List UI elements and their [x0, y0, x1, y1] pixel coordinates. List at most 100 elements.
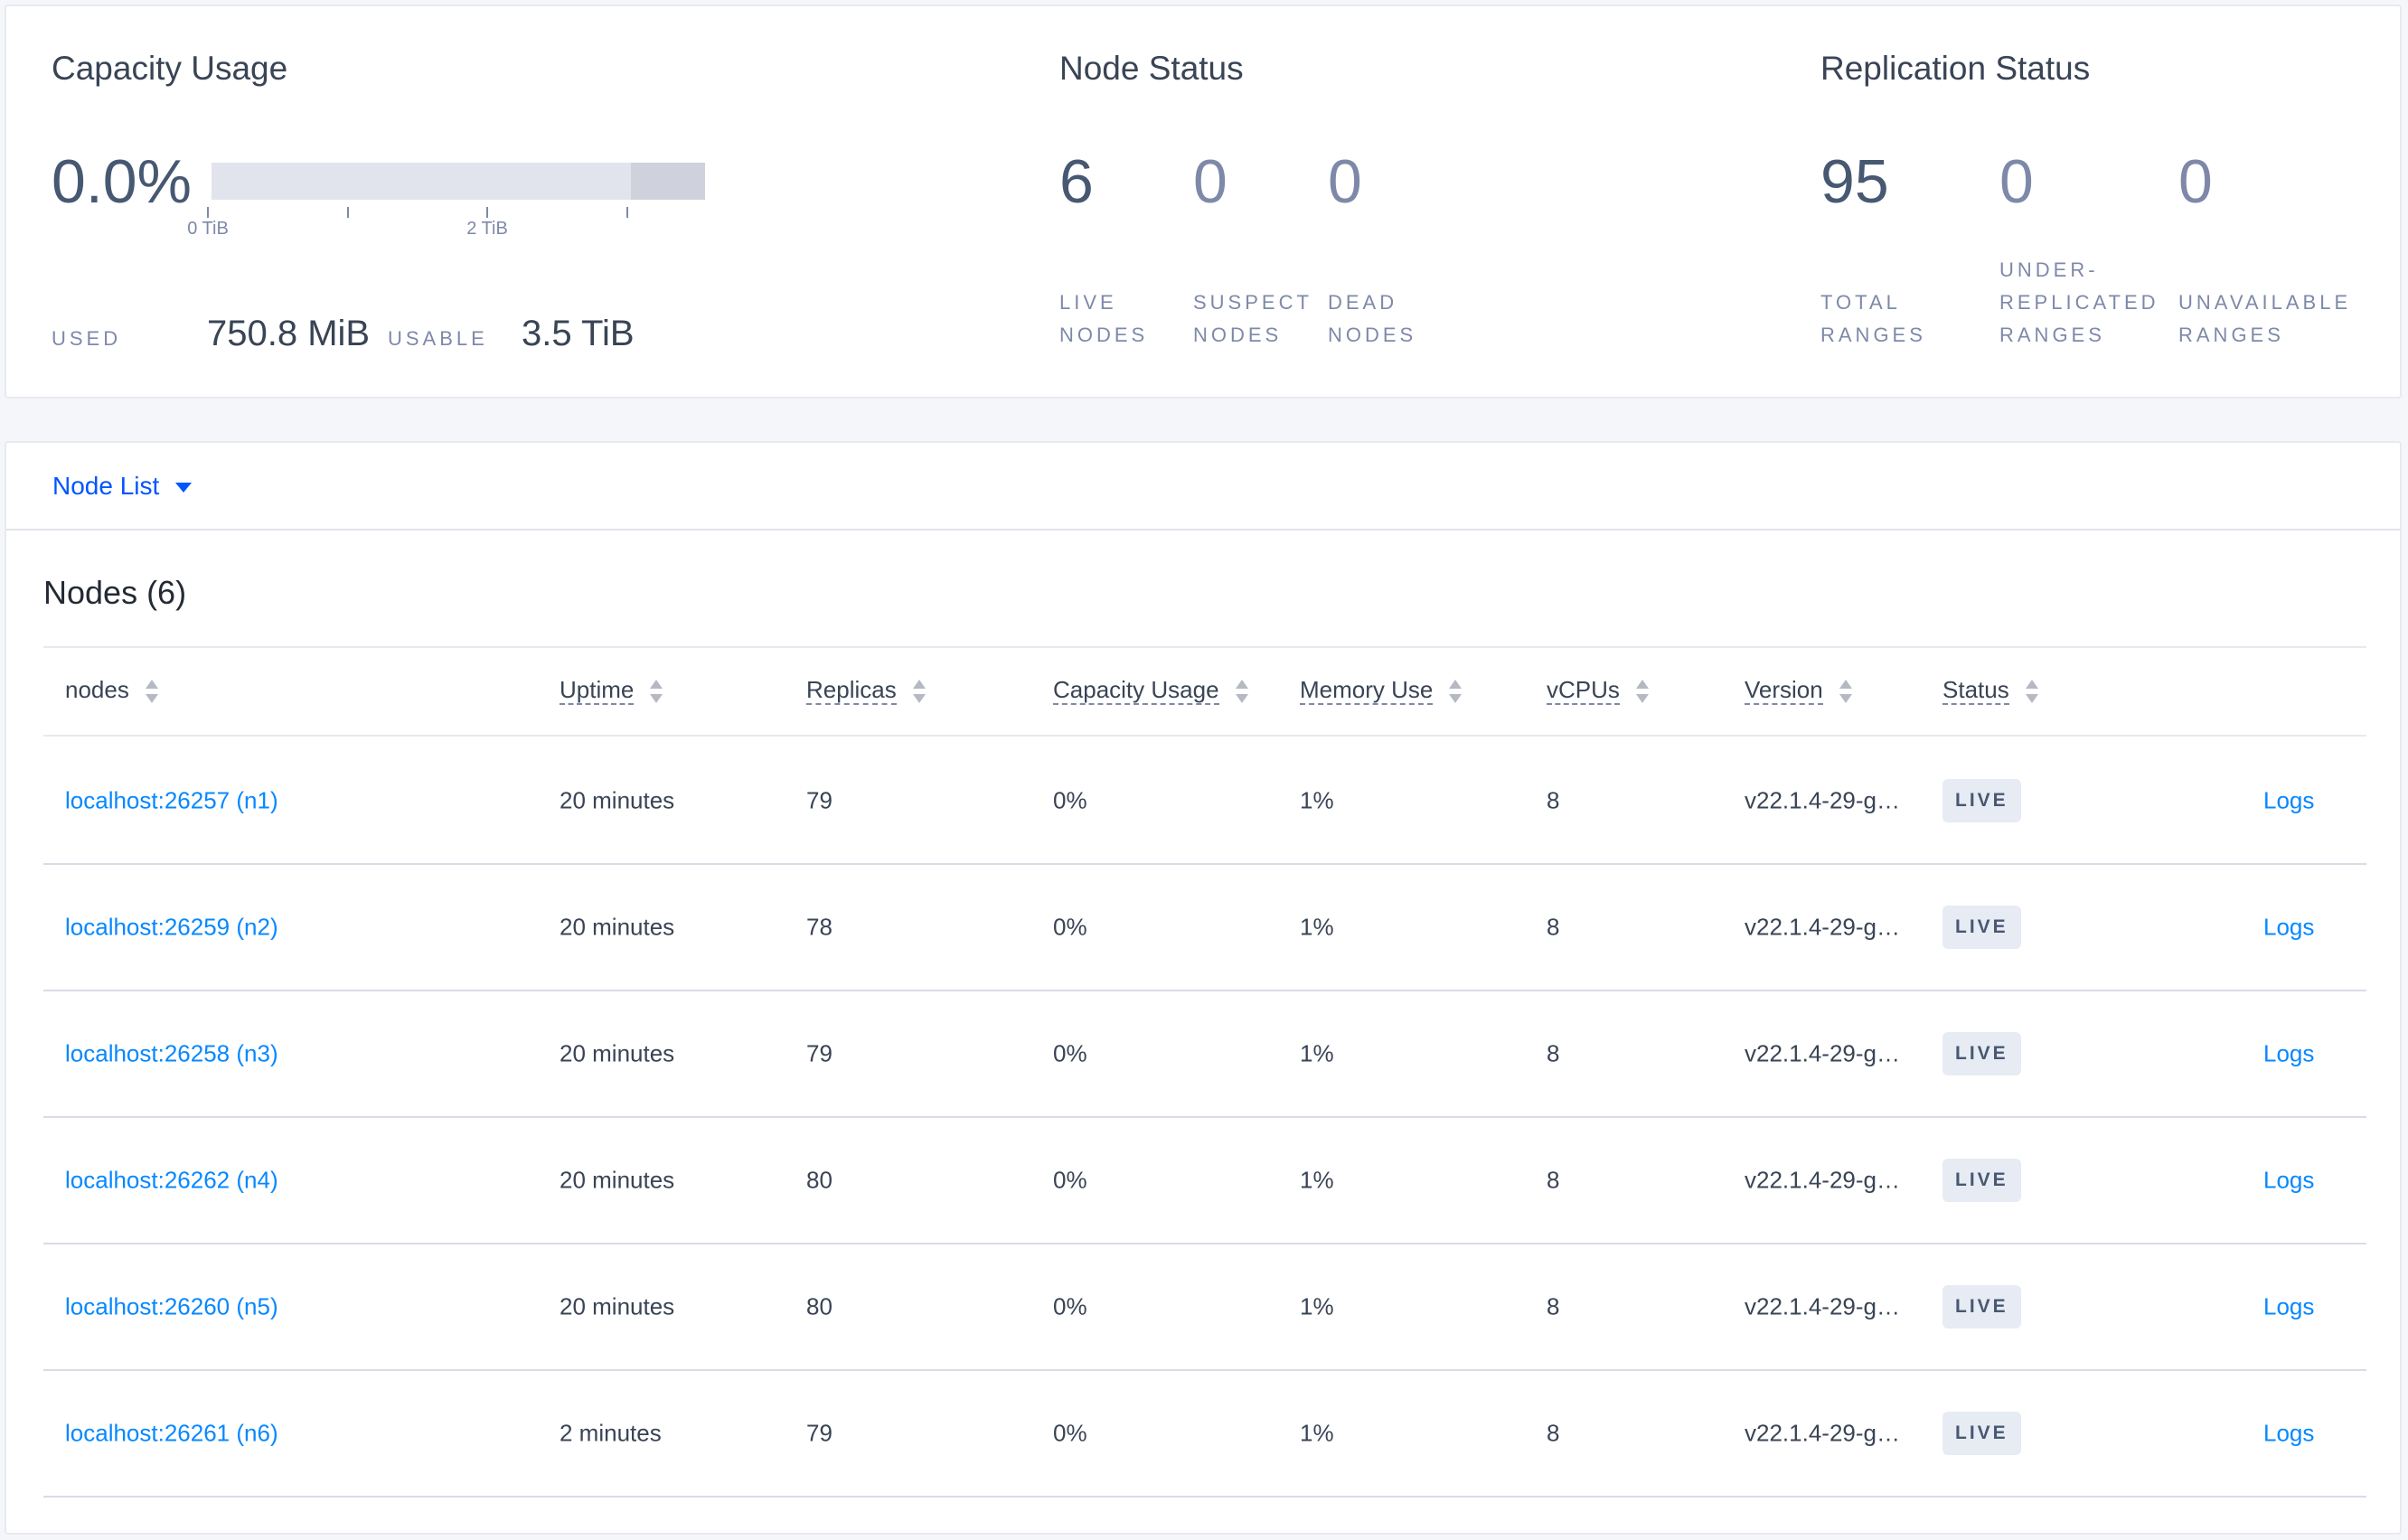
suspect-nodes-count: 0 [1193, 147, 1228, 216]
node-list-card: Node List Nodes (6) nodes Uptime Replicas C… [5, 441, 2402, 1535]
column-header-vcpus[interactable]: vCPUs [1547, 676, 1649, 705]
cell-capacity: 0% [1053, 913, 1087, 941]
logs-link[interactable]: Logs [2263, 786, 2315, 814]
row-divider [43, 863, 2366, 865]
cell-uptime: 20 minutes [560, 1292, 675, 1320]
capacity-bar-unavailable [631, 163, 705, 200]
column-header-label: Uptime [560, 676, 635, 705]
cell-memory: 1% [1300, 1039, 1334, 1067]
live-nodes-count: 6 [1059, 147, 1094, 216]
sort-icon[interactable] [1449, 680, 1463, 704]
cell-uptime: 2 minutes [560, 1419, 662, 1447]
node-link[interactable]: localhost:26259 (n2) [65, 913, 278, 941]
used-value: 750.8 MiB [207, 314, 371, 353]
status-badge: LIVE [1942, 906, 2021, 949]
status-badge: LIVE [1942, 779, 2021, 822]
logs-link[interactable]: Logs [2263, 913, 2315, 941]
dead-nodes-count: 0 [1328, 147, 1362, 216]
cell-version: v22.1.4-29-g… [1745, 1292, 1900, 1320]
node-list-dropdown[interactable]: Node List [52, 472, 193, 501]
cell-replicas: 80 [806, 1292, 832, 1320]
node-link[interactable]: localhost:26262 (n4) [65, 1166, 278, 1194]
cell-capacity: 0% [1053, 1166, 1087, 1194]
row-divider [43, 1116, 2366, 1118]
tick-label: 0 TiB [187, 219, 229, 239]
sort-icon[interactable] [2025, 680, 2038, 704]
status-badge: LIVE [1942, 1032, 2021, 1075]
suspect-nodes-label: SUSPECT NODES [1193, 291, 1312, 346]
row-divider [43, 990, 2366, 991]
status-badge: LIVE [1942, 1159, 2021, 1202]
divider [43, 735, 2366, 737]
column-header-label: vCPUs [1547, 676, 1620, 705]
column-header-replicas[interactable]: Replicas [806, 676, 926, 705]
column-header-label: Version [1745, 676, 1823, 705]
cell-capacity: 0% [1053, 1039, 1087, 1067]
sort-icon[interactable] [912, 680, 926, 704]
dead-nodes-label: DEAD NODES [1328, 291, 1417, 346]
total-ranges-label: TOTAL RANGES [1820, 291, 1926, 346]
column-header-version[interactable]: Version [1745, 676, 1852, 705]
tick-label: 2 TiB [466, 219, 508, 239]
unavailable-ranges-label: UNAVAILABLE RANGES [2178, 291, 2352, 346]
usable-value: 3.5 TiB [522, 314, 635, 353]
capacity-percent: 0.0% [52, 147, 192, 216]
cell-vcpus: 8 [1547, 1292, 1560, 1320]
sort-icon[interactable] [1839, 680, 1852, 704]
logs-link[interactable]: Logs [2263, 1292, 2315, 1320]
cell-uptime: 20 minutes [560, 786, 675, 814]
cell-replicas: 79 [806, 1039, 832, 1067]
cell-vcpus: 8 [1547, 1419, 1560, 1447]
cell-capacity: 0% [1053, 786, 1087, 814]
column-header-nodes[interactable]: nodes [65, 676, 158, 704]
sort-icon[interactable] [1235, 680, 1248, 704]
under-replicated-label: UNDER- REPLICATED RANGES [1999, 258, 2159, 346]
cell-version: v22.1.4-29-g… [1745, 1166, 1900, 1194]
unavailable-ranges-count: 0 [2178, 147, 2213, 216]
row-divider [43, 1496, 2366, 1498]
status-badge: LIVE [1942, 1285, 2021, 1329]
caret-down-icon [175, 483, 193, 493]
tick [347, 207, 349, 218]
cell-memory: 1% [1300, 786, 1334, 814]
cell-replicas: 79 [806, 786, 832, 814]
divider [43, 646, 2366, 648]
capacity-title: Capacity Usage [52, 50, 288, 87]
column-header-label: nodes [65, 676, 129, 703]
logs-link[interactable]: Logs [2263, 1166, 2315, 1194]
tick [626, 207, 628, 218]
replication-title: Replication Status [1820, 50, 2091, 87]
cell-replicas: 80 [806, 1166, 832, 1194]
cell-memory: 1% [1300, 1292, 1334, 1320]
cell-capacity: 0% [1053, 1419, 1087, 1447]
node-link[interactable]: localhost:26258 (n3) [65, 1039, 278, 1067]
sort-icon[interactable] [145, 680, 158, 704]
column-header-capacity-usage[interactable]: Capacity Usage [1053, 676, 1248, 705]
status-badge: LIVE [1942, 1412, 2021, 1455]
cell-vcpus: 8 [1547, 1039, 1560, 1067]
usable-label: USABLE [388, 327, 488, 350]
column-header-status[interactable]: Status [1942, 676, 2038, 705]
logs-link[interactable]: Logs [2263, 1039, 2315, 1067]
sort-icon[interactable] [650, 680, 663, 704]
column-header-label: Memory Use [1300, 676, 1434, 705]
node-link[interactable]: localhost:26261 (n6) [65, 1419, 278, 1447]
node-link[interactable]: localhost:26260 (n5) [65, 1292, 278, 1320]
column-header-memory-use[interactable]: Memory Use [1300, 676, 1463, 705]
dropdown-label: Node List [52, 472, 160, 500]
cell-vcpus: 8 [1547, 1166, 1560, 1194]
logs-link[interactable]: Logs [2263, 1419, 2315, 1447]
column-header-uptime[interactable]: Uptime [560, 676, 663, 705]
row-divider [43, 1243, 2366, 1244]
cell-memory: 1% [1300, 913, 1334, 941]
cell-version: v22.1.4-29-g… [1745, 1419, 1900, 1447]
node-link[interactable]: localhost:26257 (n1) [65, 786, 278, 814]
capacity-bar [212, 163, 705, 200]
tick [207, 207, 209, 218]
nodes-heading: Nodes (6) [43, 574, 187, 611]
column-header-label: Status [1942, 676, 2009, 705]
cell-uptime: 20 minutes [560, 913, 675, 941]
used-label: USED [52, 327, 122, 350]
node-status-title: Node Status [1059, 50, 1244, 87]
sort-icon[interactable] [1635, 680, 1649, 704]
